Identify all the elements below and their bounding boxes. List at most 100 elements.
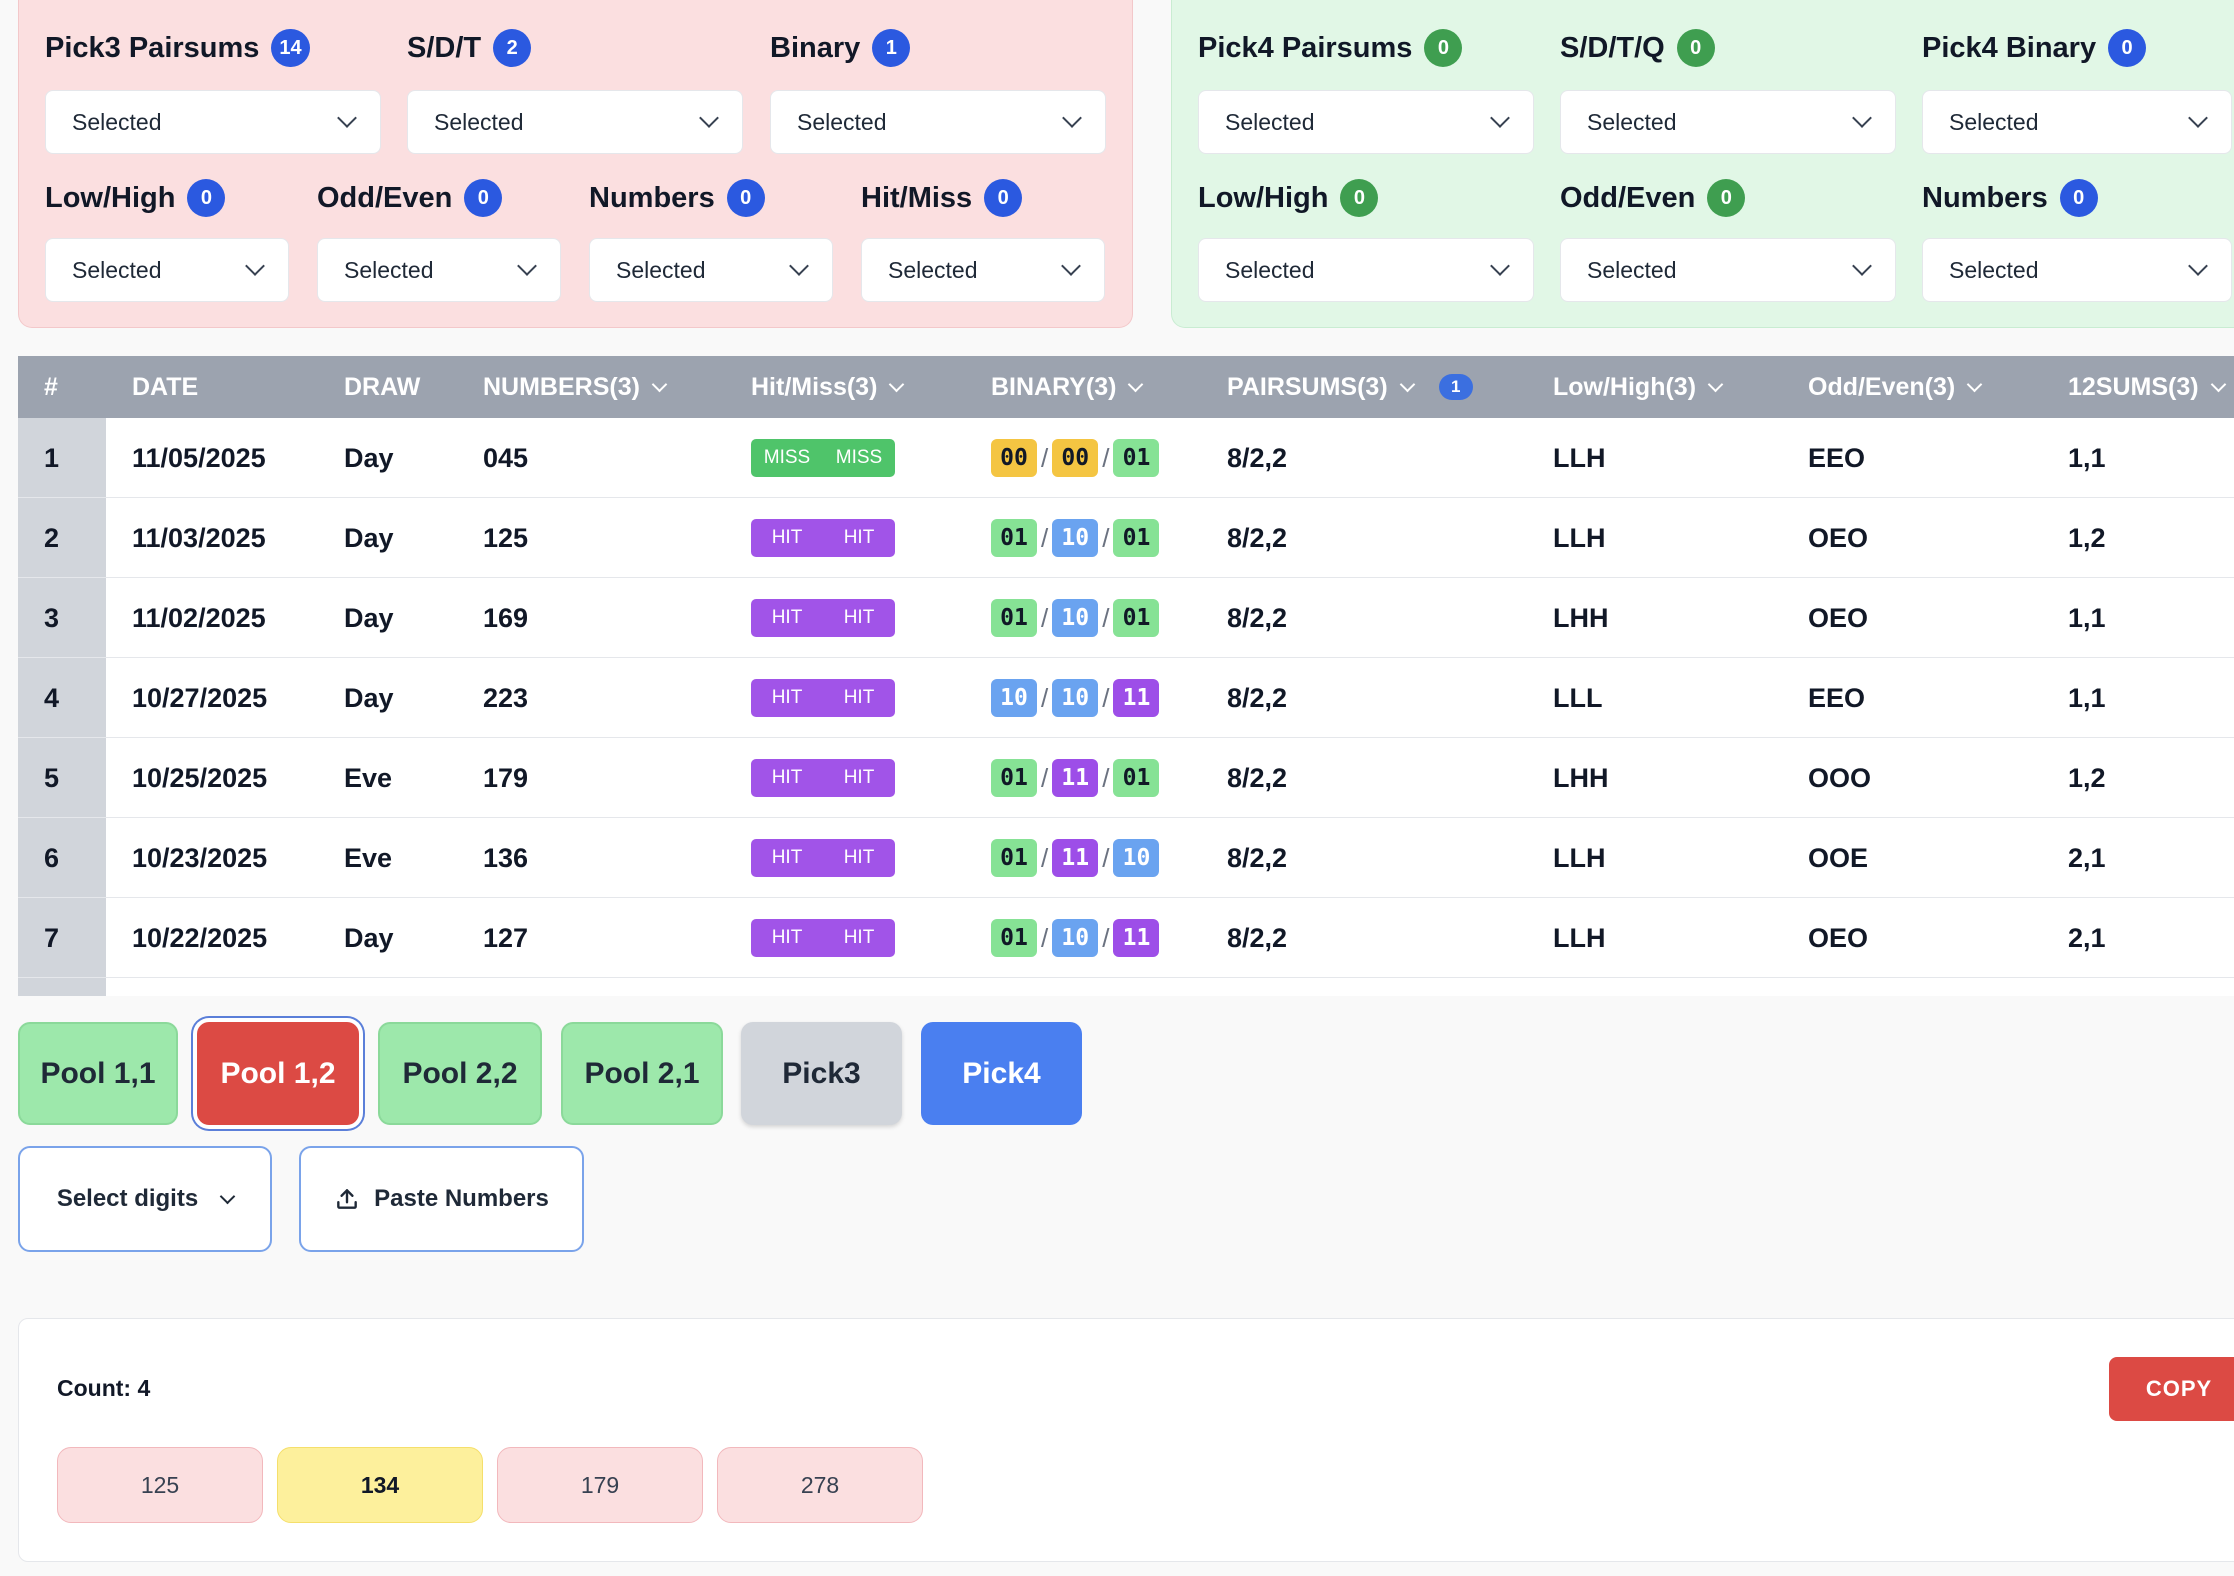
pick4-numbers-select[interactable]: Selected: [1922, 238, 2232, 302]
table-row[interactable]: 5 10/25/2025 Eve 179 HIT HIT 01/11/01 8/2,2 LHH O…: [18, 738, 2234, 818]
cell-low-high: LHH: [1553, 602, 1609, 633]
number-chip[interactable]: 179: [497, 1447, 703, 1523]
paste-numbers-button[interactable]: Paste Numbers: [299, 1146, 584, 1252]
cell-odd-even: OEO: [1808, 922, 1869, 953]
pick4-binary-select[interactable]: Selected: [1922, 90, 2232, 154]
cell-hit-miss: HIT HIT: [751, 898, 895, 978]
binary-chip: 01: [991, 839, 1037, 877]
binary-chip: 10: [1052, 679, 1099, 717]
pick4-low-high-select[interactable]: Selected: [1198, 238, 1534, 302]
binary-chip: 10: [1052, 919, 1099, 957]
chevron-down-icon: [2188, 256, 2208, 276]
pick3-pairsums-select[interactable]: Selected: [45, 90, 381, 154]
binary-chip: 11: [1113, 679, 1160, 717]
chevron-down-icon: [219, 1188, 236, 1204]
table-row[interactable]: 2 11/03/2025 Day 125 HIT HIT 01/10/01 8/2,2 LLH O…: [18, 498, 2234, 578]
binary-chip: 01: [1113, 599, 1160, 637]
chevron-down-icon: [1128, 376, 1144, 392]
cell-date: 10/25/2025: [132, 762, 268, 793]
pick4-pairsums-select[interactable]: Selected: [1198, 90, 1534, 154]
pick4-filter-panel: Pick4 Pairsums 0 S/D/T/Q 0 Pick4 Binary …: [1171, 0, 2234, 328]
binary-chip: 01: [1113, 519, 1160, 557]
row-index: 5: [44, 762, 60, 793]
select-digits-button[interactable]: Select digits: [18, 1146, 272, 1252]
table-row[interactable]: 1 11/05/2025 Day 045 MISS MISS 00/00/01 8/2,2 LL…: [18, 418, 2234, 498]
cell-numbers: 127: [483, 922, 529, 953]
number-chip[interactable]: 125: [57, 1447, 263, 1523]
hit-miss-badge: HIT HIT: [751, 759, 895, 797]
column-header-odd-even[interactable]: Odd/Even(3): [1808, 356, 1983, 418]
cell-12sums: 1,2: [2068, 762, 2106, 793]
filter-label-low-high: Low/High 0: [1198, 178, 1379, 218]
number-chip[interactable]: 278: [717, 1447, 923, 1523]
cell-pairsums: 8/2,2: [1227, 762, 1288, 793]
column-header-numbers[interactable]: NUMBERS(3): [483, 356, 668, 418]
cell-binary: 01/10/01: [991, 498, 1160, 578]
pool-2-2-button[interactable]: Pool 2,2: [378, 1022, 542, 1125]
binary-separator: /: [1102, 442, 1110, 473]
hit-miss-label: HIT: [843, 847, 875, 868]
hit-miss-label: HIT: [843, 687, 875, 708]
pool-1-1-button[interactable]: Pool 1,1: [18, 1022, 178, 1125]
sdtq-select[interactable]: Selected: [1560, 90, 1896, 154]
cell-low-high: LLL: [1553, 682, 1603, 713]
numbers-select[interactable]: Selected: [589, 238, 833, 302]
binary-separator: /: [1102, 602, 1110, 633]
cell-numbers: 045: [483, 442, 529, 473]
cell-odd-even: OOE: [1808, 842, 1869, 873]
cell-binary: 01/11/10: [991, 818, 1160, 898]
pool-2-1-button[interactable]: Pool 2,1: [561, 1022, 723, 1125]
chevron-down-icon: [1399, 376, 1415, 392]
hit-miss-select[interactable]: Selected: [861, 238, 1105, 302]
count-badge: 0: [1340, 179, 1379, 217]
low-high-select[interactable]: Selected: [45, 238, 289, 302]
row-index: 1: [44, 442, 60, 473]
table-row[interactable]: 3 11/02/2025 Day 169 HIT HIT 01/10/01 8/2,2 LHH O…: [18, 578, 2234, 658]
copy-button[interactable]: COPY: [2109, 1357, 2234, 1421]
binary-separator: /: [1041, 682, 1049, 713]
column-header-12sums[interactable]: 12SUMS(3): [2068, 356, 2226, 418]
result-card: Count: 4 COPY 125 134 179 278: [18, 1318, 2234, 1562]
column-header-hit-miss[interactable]: Hit/Miss(3): [751, 356, 905, 418]
table-row[interactable]: 6 10/23/2025 Eve 136 HIT HIT 01/11/10 8/2,2 LLH O…: [18, 818, 2234, 898]
pick4-button[interactable]: Pick4: [921, 1022, 1082, 1125]
binary-separator: /: [1041, 922, 1049, 953]
pick4-odd-even-select[interactable]: Selected: [1560, 238, 1896, 302]
number-chip[interactable]: 134: [277, 1447, 483, 1523]
binary-group: 01/10/01: [991, 519, 1160, 557]
upload-icon: [337, 1189, 357, 1209]
pool-1-2-button[interactable]: Pool 1,2: [197, 1022, 359, 1125]
filter-label-sdtq: S/D/T/Q 0: [1560, 28, 1715, 68]
binary-separator: /: [1102, 522, 1110, 553]
filter-label-hit-miss: Hit/Miss 0: [861, 178, 1023, 218]
chevron-down-icon: [1966, 376, 1983, 392]
column-header-pairsums[interactable]: PAIRSUMS(3) 1: [1227, 356, 1473, 418]
cell-odd-even: EEO: [1808, 442, 1866, 473]
pick3-button[interactable]: Pick3: [741, 1022, 902, 1125]
table-row[interactable]: 4 10/27/2025 Day 223 HIT HIT 10/10/11 8/2,2 LLL E…: [18, 658, 2234, 738]
binary-chip: 01: [1113, 759, 1160, 797]
binary-separator: /: [1041, 442, 1049, 473]
chevron-down-icon: [245, 256, 265, 276]
binary-select[interactable]: Selected: [770, 90, 1106, 154]
odd-even-select[interactable]: Selected: [317, 238, 561, 302]
index-column: [18, 418, 106, 996]
cell-low-high: LLH: [1553, 922, 1606, 953]
binary-separator: /: [1041, 842, 1049, 873]
count-badge: 0: [187, 179, 226, 217]
binary-separator: /: [1102, 922, 1110, 953]
table-row[interactable]: 7 10/22/2025 Day 127 HIT HIT 01/10/11 8/2,2 LLH O…: [18, 898, 2234, 978]
binary-separator: /: [1041, 602, 1049, 633]
chevron-down-icon: [1852, 108, 1872, 128]
sdt-select[interactable]: Selected: [407, 90, 743, 154]
binary-chip: 00: [991, 439, 1037, 477]
row-index: 3: [44, 602, 60, 633]
hit-miss-label: HIT: [843, 527, 875, 548]
cell-date: 11/05/2025: [132, 442, 266, 473]
column-header-low-high[interactable]: Low/High(3): [1553, 356, 1724, 418]
column-header-binary[interactable]: BINARY(3): [991, 356, 1144, 418]
binary-chip: 11: [1113, 919, 1160, 957]
chevron-down-icon: [651, 376, 668, 392]
cell-numbers: 179: [483, 762, 529, 793]
binary-separator: /: [1102, 682, 1110, 713]
